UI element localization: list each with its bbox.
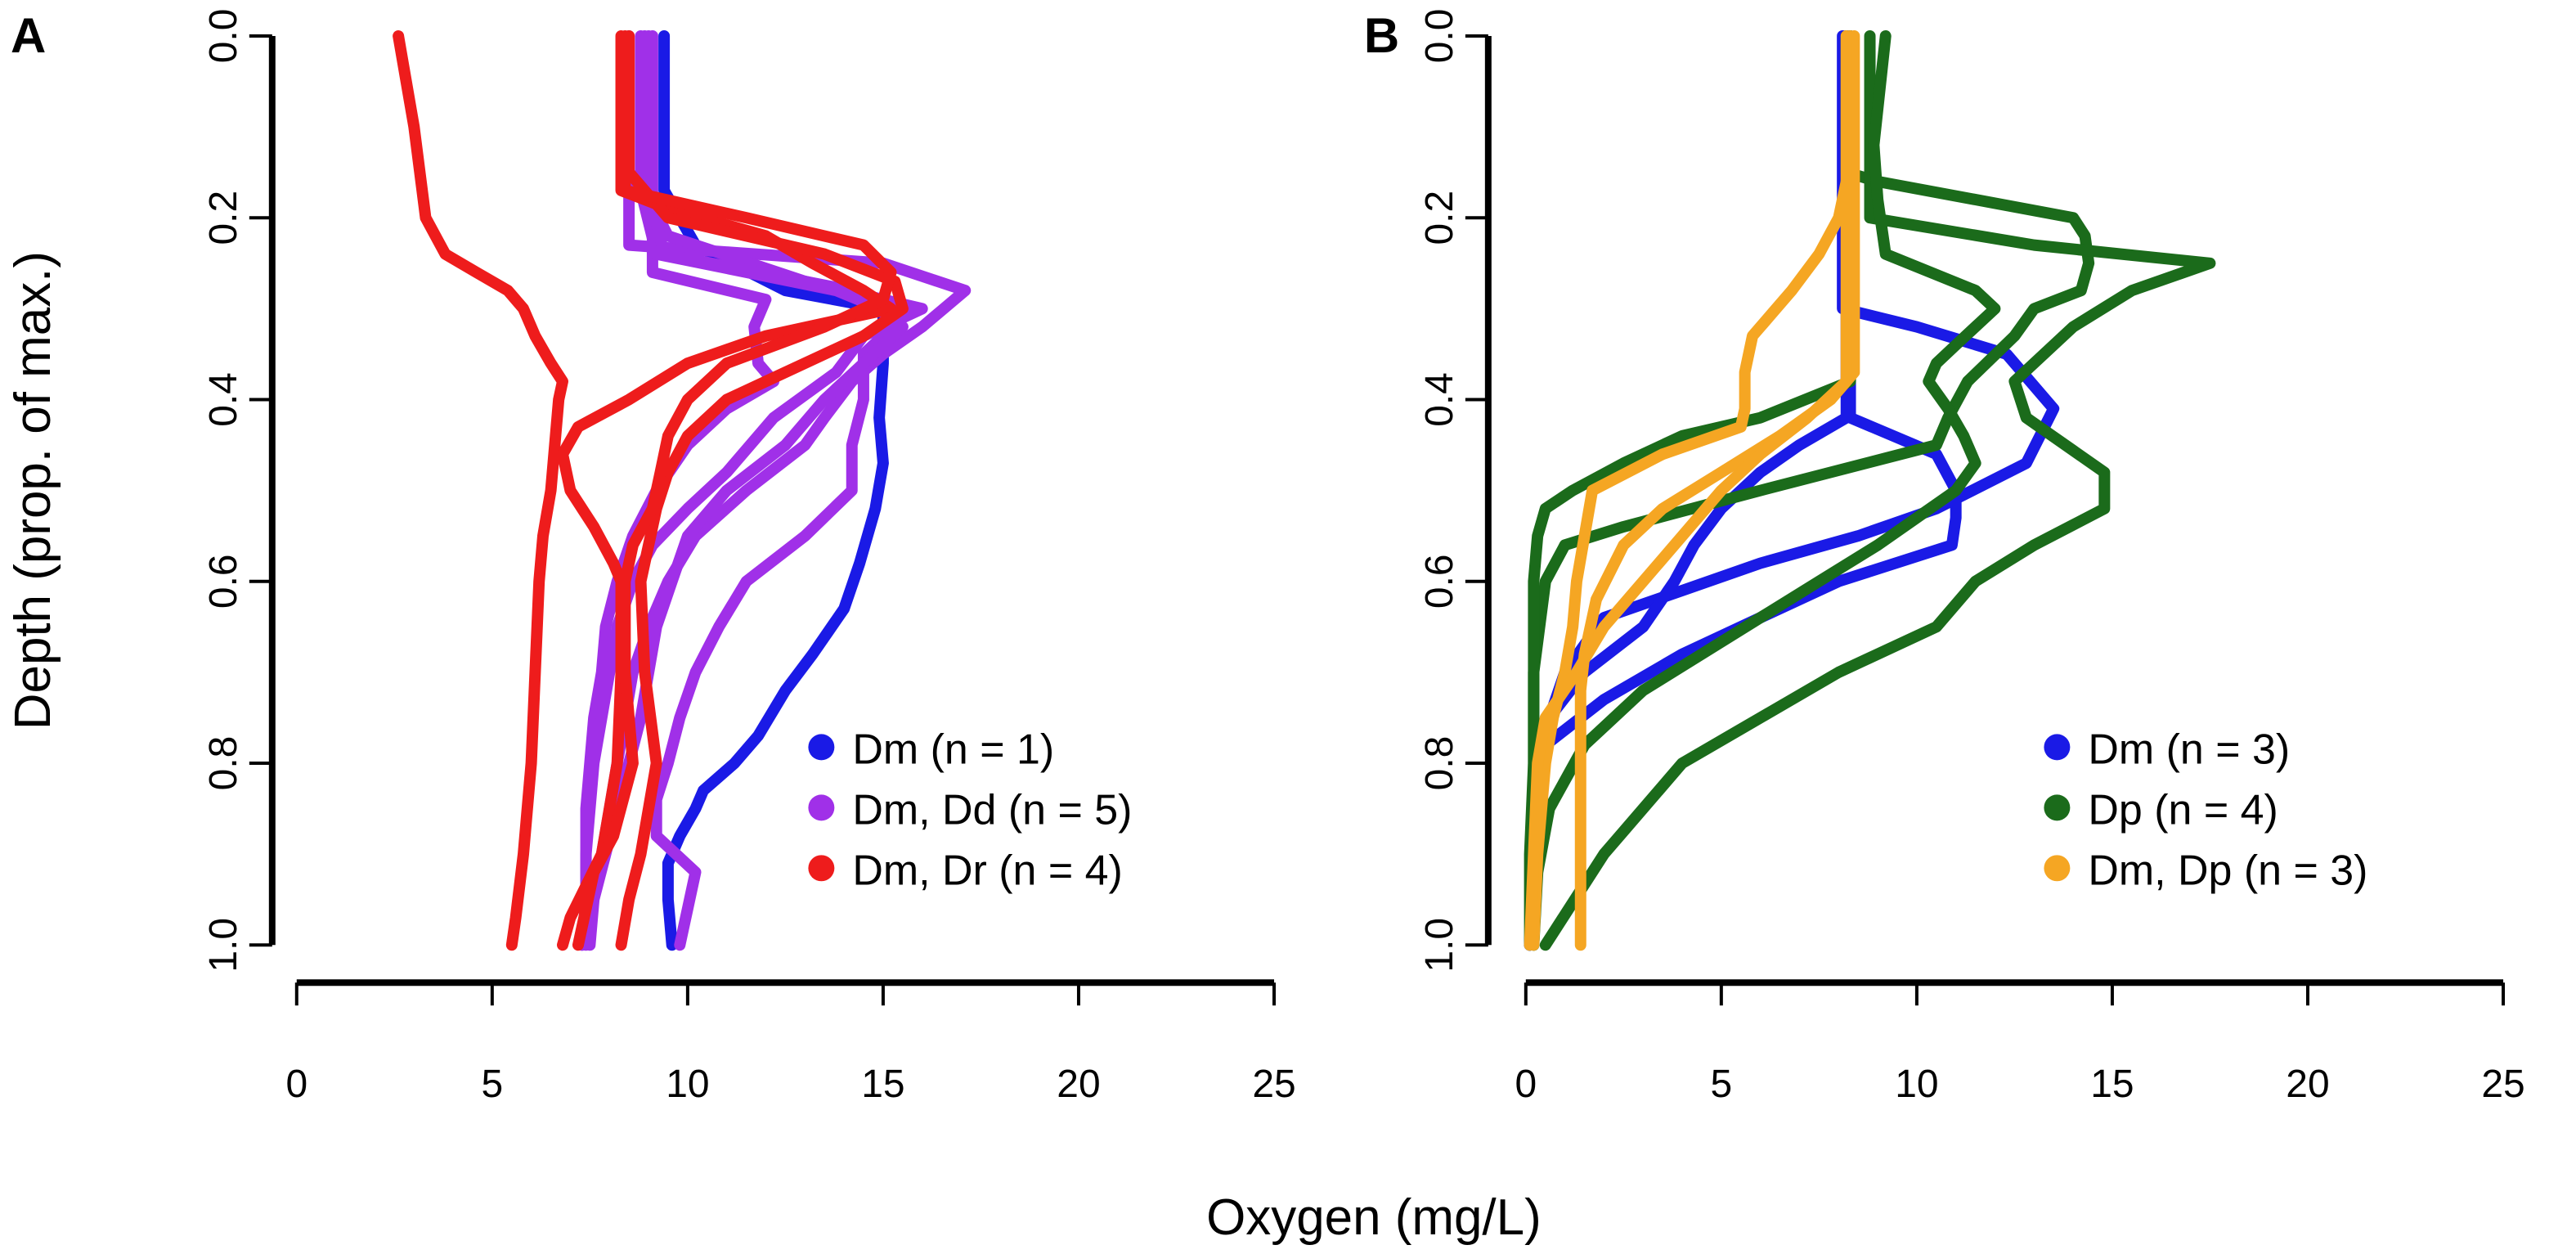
legend-marker-b-2: [2044, 794, 2071, 821]
legend-label-b-3: Dm, Dp (n = 3): [2088, 847, 2367, 894]
x-tick-label: 10: [1895, 1063, 1938, 1106]
y-tick-label: 0.4: [1418, 372, 1461, 427]
x-ticks-b: 0 5 10 15 20 25: [1515, 982, 2525, 1106]
panel-label-a: A: [11, 8, 46, 63]
series-group-b: [1524, 29, 2216, 951]
legend-label-a-3: Dm, Dr (n = 4): [852, 847, 1123, 894]
x-tick-label: 10: [666, 1063, 709, 1106]
legend-marker-a-2: [808, 794, 835, 821]
panel-label-b: B: [1364, 8, 1399, 63]
y-tick-label: 0.2: [202, 191, 245, 245]
series-line-dp-5: [1539, 29, 2216, 951]
series-line-dm-dp-10: [1524, 29, 1852, 951]
legend-b: Dm (n = 3) Dp (n = 4) Dm, Dp (n = 3): [2044, 726, 2367, 894]
x-tick-label: 20: [1057, 1063, 1100, 1106]
legend-label-a-2: Dm, Dd (n = 5): [852, 786, 1132, 834]
y-tick-label: 0.4: [202, 372, 245, 427]
panel-a: A 0.0 0.2 0.4 0.6 0.8 1.0 0 5 10 15 20 25 Dm (n = …: [11, 8, 1296, 1106]
x-tick-label: 25: [1252, 1063, 1295, 1106]
y-ticks-a: 0.0 0.2 0.4 0.6 0.8 1.0: [202, 9, 272, 973]
panel-b: B 0.0 0.2 0.4 0.6 0.8 1.0 0 5 10 15 20 25 Dm (n = …: [1364, 8, 2525, 1106]
legend-marker-b-1: [2044, 734, 2071, 761]
series-line-dp-4: [1524, 29, 2095, 951]
y-ticks-b: 0.0 0.2 0.4 0.6 0.8 1.0: [1418, 9, 1488, 973]
legend-label-b-1: Dm (n = 3): [2088, 726, 2290, 773]
legend-marker-a-3: [808, 855, 835, 882]
x-tick-label: 15: [2090, 1063, 2134, 1106]
y-tick-label: 1.0: [1418, 918, 1461, 973]
series-group-a: [393, 29, 972, 951]
series-line-dp-6: [1528, 29, 2001, 951]
y-tick-label: 0.6: [202, 554, 245, 609]
y-tick-label: 0.6: [1418, 554, 1461, 609]
series-line-dm-1: [658, 29, 889, 951]
legend-marker-a-1: [808, 734, 835, 761]
y-tick-label: 1.0: [202, 918, 245, 973]
x-tick-label: 0: [285, 1063, 307, 1106]
series-line-dm-dr-10: [572, 29, 897, 951]
legend-label-b-2: Dp (n = 4): [2088, 786, 2278, 834]
y-tick-label: 0.8: [202, 736, 245, 791]
y-tick-label: 0.0: [1418, 9, 1461, 64]
x-ticks-a: 0 5 10 15 20 25: [285, 982, 1296, 1106]
series-line-dm-1: [1524, 29, 2060, 951]
x-tick-label: 0: [1515, 1063, 1537, 1106]
series-line-dm-dr-7: [393, 29, 568, 951]
legend-label-a-1: Dm (n = 1): [852, 726, 1054, 773]
legend-marker-b-3: [2044, 855, 2071, 882]
x-tick-label: 5: [481, 1063, 503, 1106]
series-line-dm-dp-8: [1528, 29, 1856, 951]
y-tick-label: 0.8: [1418, 736, 1461, 791]
x-axis-title: Oxygen (mg/L): [1206, 1189, 1542, 1246]
y-tick-label: 0.0: [202, 9, 245, 64]
y-axis-title: Depth (prop. of max.): [5, 251, 61, 730]
x-tick-label: 25: [2481, 1063, 2524, 1106]
x-tick-label: 5: [1711, 1063, 1733, 1106]
legend-a: Dm (n = 1) Dm, Dd (n = 5) Dm, Dr (n = 4): [808, 726, 1132, 894]
series-line-dm-dr-9: [615, 29, 909, 951]
x-tick-label: 15: [861, 1063, 904, 1106]
y-tick-label: 0.2: [1418, 191, 1461, 245]
x-tick-label: 20: [2286, 1063, 2329, 1106]
